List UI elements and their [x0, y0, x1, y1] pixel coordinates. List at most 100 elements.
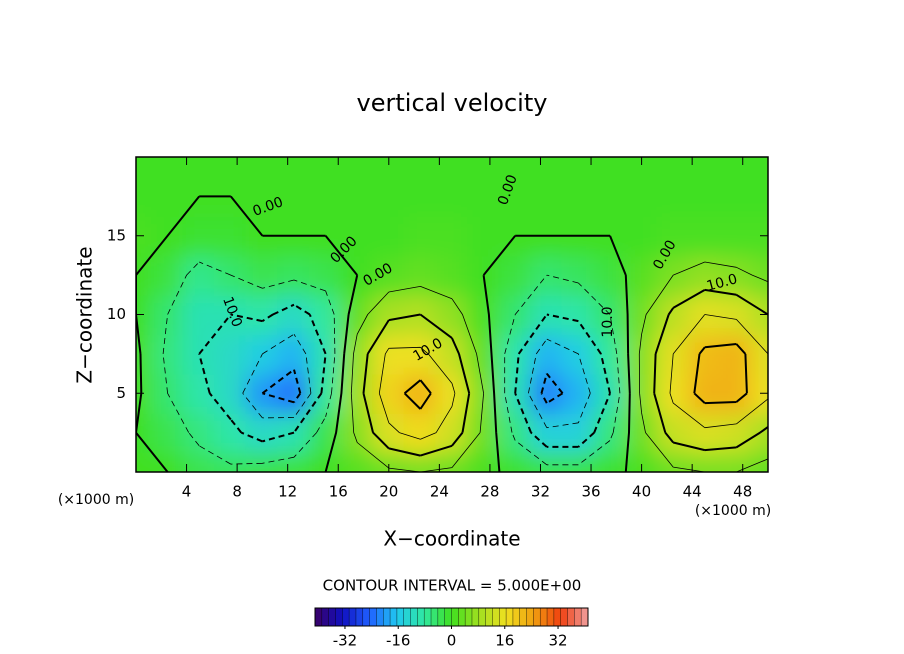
field-cell — [656, 372, 690, 414]
field-cell — [277, 372, 311, 414]
field-cell — [403, 254, 438, 296]
field-cell — [308, 175, 343, 218]
colorbar-swatch — [417, 608, 425, 626]
contour-line — [378, 314, 768, 440]
x-tick-label: 4 — [182, 483, 192, 501]
colorbar-swatch — [369, 608, 377, 626]
field-cell — [136, 293, 153, 336]
contour-line — [242, 333, 591, 429]
colorbar-swatch — [328, 608, 336, 626]
plot-area — [136, 157, 768, 472]
field-cell — [593, 451, 627, 472]
field-cell — [688, 215, 722, 257]
colorbar-tick-label: 32 — [548, 632, 567, 650]
chart-title: vertical velocity — [357, 89, 548, 117]
colorbar-swatch — [519, 608, 527, 626]
field-cell — [751, 333, 768, 375]
colorbar-swatch — [560, 608, 568, 626]
contour-line — [362, 288, 768, 457]
field-cell — [308, 254, 343, 296]
field-cell — [688, 451, 722, 472]
colorbar-swatch — [376, 608, 384, 626]
field-cell — [624, 411, 659, 454]
x-tick-label: 28 — [480, 483, 499, 501]
field-cell — [466, 157, 501, 178]
field-cell — [372, 175, 406, 218]
field-cell — [624, 157, 659, 178]
field-cell — [136, 215, 153, 257]
colorbar-swatch — [410, 608, 418, 626]
field-cell — [150, 333, 185, 375]
field-cell — [136, 254, 153, 296]
x-tick-label: 24 — [430, 483, 449, 501]
colorbar-swatch — [547, 608, 555, 626]
field-cell — [403, 157, 438, 178]
y-axis-label: Z−coordinate — [73, 246, 97, 383]
field-cell — [719, 157, 754, 178]
field-cell — [498, 175, 532, 218]
colorbar-swatch — [533, 608, 541, 626]
field-cell — [656, 157, 690, 178]
field-cell — [593, 333, 627, 375]
field-cell — [435, 254, 469, 296]
x-tick-label: 12 — [278, 483, 297, 501]
field-cell — [136, 451, 153, 472]
colorbar-swatch — [321, 608, 329, 626]
field-cell — [656, 293, 690, 336]
field-cell — [751, 157, 768, 178]
field-cell — [136, 175, 153, 218]
field-cell — [498, 451, 532, 472]
colorbar-swatch — [444, 608, 452, 626]
field-cell — [530, 372, 564, 414]
field-cell — [561, 451, 596, 472]
field-cell — [403, 451, 438, 472]
field — [136, 157, 768, 472]
field-cell — [340, 157, 374, 178]
colorbar-swatch — [396, 608, 405, 626]
colorbar-swatch — [342, 608, 350, 626]
field-cell — [308, 372, 343, 414]
colorbar-swatch — [355, 608, 364, 626]
field-cell — [751, 293, 768, 336]
field-cell — [688, 157, 722, 178]
field-cell — [150, 157, 185, 178]
field-cell — [688, 175, 722, 218]
colorbar-swatch — [383, 608, 391, 626]
field-cell — [182, 254, 216, 296]
field-cell — [719, 215, 754, 257]
field-cell — [182, 451, 216, 472]
field-cell — [561, 254, 596, 296]
field-cell — [308, 451, 343, 472]
field-cell — [435, 411, 469, 454]
field-cell — [245, 157, 280, 178]
field-cell — [403, 411, 438, 454]
x-tick-label: 44 — [683, 483, 702, 501]
field-cell — [530, 157, 564, 178]
x-tick-label: 16 — [329, 483, 348, 501]
field-cell — [245, 175, 280, 218]
field-cell — [277, 254, 311, 296]
contour-line — [198, 303, 611, 448]
field-cell — [466, 333, 501, 375]
field-cell — [372, 451, 406, 472]
field-cell — [308, 293, 343, 336]
field-cell — [372, 215, 406, 257]
field-cell — [308, 157, 343, 178]
field-cell — [403, 215, 438, 257]
colorbar-swatch — [431, 608, 439, 626]
colorbar-swatch — [362, 608, 370, 626]
field-cell — [340, 451, 374, 472]
colorbar-swatch — [451, 608, 459, 626]
field-cell — [136, 157, 153, 178]
field-cell — [593, 175, 627, 218]
field-cell — [245, 254, 280, 296]
field-cell — [751, 254, 768, 296]
field-cell — [530, 333, 564, 375]
colorbar-swatch — [349, 608, 357, 626]
colorbar-swatch — [458, 608, 466, 626]
colorbar-swatch — [581, 608, 589, 626]
x-tick-label: 32 — [531, 483, 550, 501]
y-tick-label: 10 — [107, 305, 126, 323]
field-cell — [435, 451, 469, 472]
